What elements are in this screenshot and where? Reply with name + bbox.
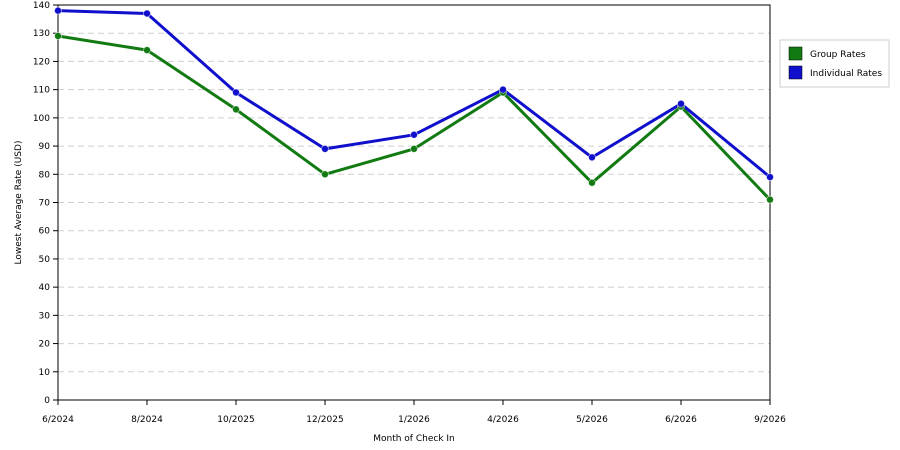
x-tick-label: 9/2026 — [754, 415, 786, 425]
series-lines — [57, 9, 772, 201]
legend-swatch-individual-rates — [788, 65, 803, 80]
legend-label-individual-rates: Individual Rates — [810, 69, 882, 79]
data-point-group-rates — [321, 170, 329, 179]
y-tick-label: 80 — [39, 170, 51, 180]
y-tick-label: 50 — [39, 255, 51, 265]
data-point-individual-rates — [143, 9, 151, 18]
y-tick-label: 60 — [39, 227, 51, 237]
data-point-group-rates — [766, 195, 774, 204]
y-tick-label: 30 — [39, 311, 51, 321]
data-point-group-rates — [143, 46, 151, 55]
y-tick-label: 20 — [39, 340, 51, 350]
y-axis-label: Lowest Average Rate (USD) — [14, 141, 24, 265]
x-tick-label: 1/2026 — [398, 415, 430, 425]
y-tick-label: 100 — [33, 114, 50, 124]
data-point-group-rates — [232, 105, 240, 114]
x-tick-label: 8/2024 — [131, 415, 163, 425]
y-tick-label: 140 — [33, 1, 50, 11]
y-tick-label: 70 — [39, 199, 51, 209]
y-axis: 0 10 20 30 40 50 60 70 80 90 100 110 120 130 140 — [33, 1, 58, 406]
x-axis: 6/2024 8/2024 10/2025 12/2025 1/2026 4/2026 5/… — [42, 400, 786, 425]
gridlines — [58, 4, 770, 373]
y-tick-label: 10 — [39, 368, 51, 378]
x-tick-label: 6/2024 — [42, 415, 74, 425]
y-tick-label: 40 — [39, 283, 51, 293]
data-point-group-rates — [54, 32, 62, 40]
y-tick-label: 0 — [44, 396, 50, 406]
series-points — [54, 6, 774, 204]
data-point-individual-rates — [677, 99, 685, 108]
legend: Group Rates Individual Rates — [779, 39, 890, 88]
data-point-individual-rates — [588, 153, 596, 162]
data-point-individual-rates — [54, 6, 62, 15]
x-axis-label: Month of Check In — [373, 434, 455, 444]
legend-swatch-group-rates — [788, 46, 803, 61]
data-point-group-rates — [588, 178, 596, 187]
data-point-individual-rates — [232, 88, 240, 97]
y-tick-label: 90 — [39, 142, 51, 152]
x-tick-label: 12/2025 — [306, 415, 343, 425]
x-tick-label: 5/2026 — [576, 415, 608, 425]
y-tick-label: 110 — [33, 86, 50, 96]
x-tick-label: 4/2026 — [487, 415, 519, 425]
data-point-individual-rates — [321, 144, 329, 153]
data-point-individual-rates — [766, 173, 774, 182]
data-point-individual-rates — [499, 85, 507, 94]
data-point-group-rates — [410, 144, 418, 153]
y-tick-label: 120 — [33, 57, 50, 67]
legend-label-group-rates: Group Rates — [810, 50, 866, 60]
x-tick-label: 6/2026 — [665, 415, 697, 425]
x-tick-label: 10/2025 — [217, 415, 254, 425]
y-tick-label: 130 — [33, 29, 50, 39]
data-point-individual-rates — [410, 130, 418, 139]
